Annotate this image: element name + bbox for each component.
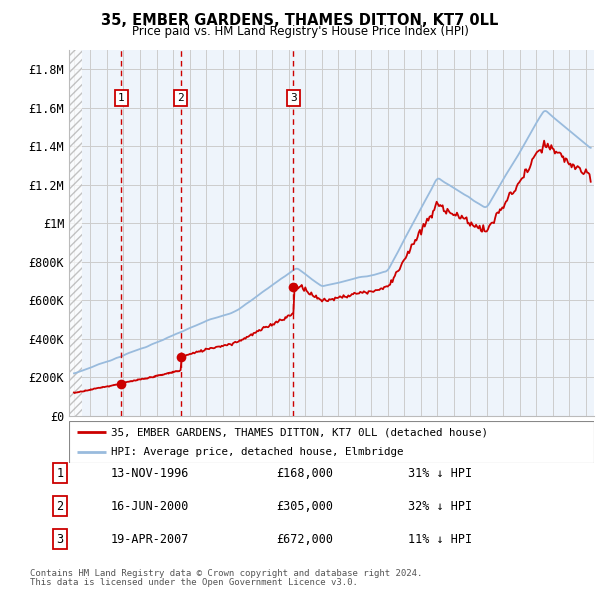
Text: 13-NOV-1996: 13-NOV-1996 — [111, 467, 190, 480]
Text: 1: 1 — [56, 467, 64, 480]
Text: £305,000: £305,000 — [276, 500, 333, 513]
Text: 35, EMBER GARDENS, THAMES DITTON, KT7 0LL (detached house): 35, EMBER GARDENS, THAMES DITTON, KT7 0L… — [111, 427, 488, 437]
Text: 3: 3 — [290, 93, 297, 103]
Text: HPI: Average price, detached house, Elmbridge: HPI: Average price, detached house, Elmb… — [111, 447, 404, 457]
Text: This data is licensed under the Open Government Licence v3.0.: This data is licensed under the Open Gov… — [30, 578, 358, 588]
Text: £672,000: £672,000 — [276, 533, 333, 546]
Text: 35, EMBER GARDENS, THAMES DITTON, KT7 0LL: 35, EMBER GARDENS, THAMES DITTON, KT7 0L… — [101, 13, 499, 28]
Text: 16-JUN-2000: 16-JUN-2000 — [111, 500, 190, 513]
Text: 32% ↓ HPI: 32% ↓ HPI — [408, 500, 472, 513]
Text: Price paid vs. HM Land Registry's House Price Index (HPI): Price paid vs. HM Land Registry's House … — [131, 25, 469, 38]
Text: 2: 2 — [56, 500, 64, 513]
Text: 3: 3 — [56, 533, 64, 546]
Text: Contains HM Land Registry data © Crown copyright and database right 2024.: Contains HM Land Registry data © Crown c… — [30, 569, 422, 578]
Text: 19-APR-2007: 19-APR-2007 — [111, 533, 190, 546]
Text: 11% ↓ HPI: 11% ↓ HPI — [408, 533, 472, 546]
Text: 1: 1 — [118, 93, 125, 103]
Text: 2: 2 — [177, 93, 184, 103]
FancyBboxPatch shape — [69, 421, 594, 463]
Text: 31% ↓ HPI: 31% ↓ HPI — [408, 467, 472, 480]
Text: £168,000: £168,000 — [276, 467, 333, 480]
